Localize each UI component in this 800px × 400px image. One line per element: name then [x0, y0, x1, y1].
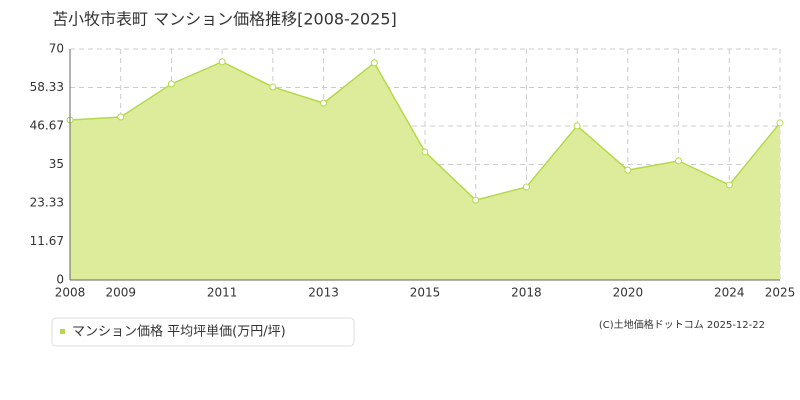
marker: [370, 59, 378, 67]
marker: [675, 157, 683, 165]
x-tick-label: 2011: [207, 286, 238, 300]
marker: [725, 181, 733, 189]
x-tick-label: 2025: [765, 286, 796, 300]
marker: [472, 196, 480, 204]
y-tick-label: 58.33: [30, 80, 64, 94]
legend-box: [51, 317, 355, 347]
marker: [117, 113, 125, 121]
x-tick-label: 2024: [714, 286, 745, 300]
y-tick-label: 0: [56, 273, 64, 287]
y-tick-label: 11.67: [30, 234, 64, 248]
legend-swatch: [60, 329, 65, 334]
x-tick-label: 2015: [410, 286, 441, 300]
marker: [522, 183, 530, 191]
x-tick-label: 2018: [511, 286, 542, 300]
marker: [320, 99, 328, 107]
marker: [167, 80, 175, 88]
marker: [421, 148, 429, 156]
marker: [573, 122, 581, 130]
y-tick-label: 70: [49, 42, 64, 56]
legend-label: マンション価格 平均坪単価(万円/坪): [72, 324, 286, 340]
marker: [776, 119, 784, 127]
x-tick-label: 2008: [55, 286, 86, 300]
x-tick-label: 2013: [308, 286, 339, 300]
marker: [218, 58, 226, 66]
y-tick-label: 23.33: [30, 196, 64, 210]
x-tick-label: 2009: [105, 286, 136, 300]
area-fill: [70, 61, 780, 281]
marker: [624, 166, 632, 174]
y-tick-label: 46.67: [30, 118, 64, 132]
x-tick-label: 2020: [613, 286, 644, 300]
y-tick-label: 35: [49, 157, 64, 171]
chart-title: 苫小牧市表町 マンション価格推移[2008-2025]: [52, 10, 397, 29]
marker: [269, 83, 277, 91]
credit: (C)土地価格ドットコム 2025-12-22: [599, 318, 765, 331]
